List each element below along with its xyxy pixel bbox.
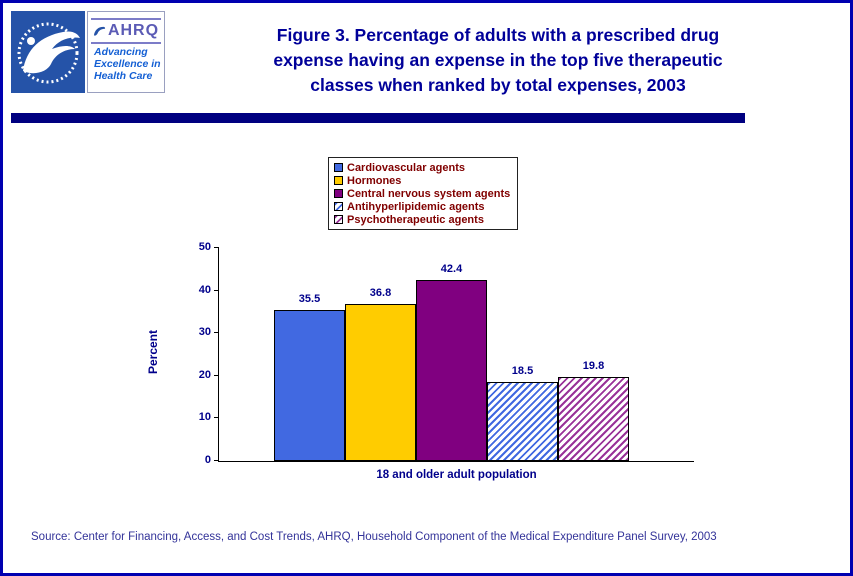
figure-title-line: classes when ranked by total expenses, 2…: [310, 75, 686, 95]
bar-antihyperlipidemic-agents: [487, 382, 558, 461]
legend-item: Antihyperlipidemic agents: [334, 200, 510, 213]
bar-central-nervous-system-agents: [416, 280, 487, 461]
legend-swatch-central-nervous-system-agents: [334, 189, 343, 198]
y-tick-mark: [214, 417, 219, 419]
hhs-logo-icon: [11, 11, 85, 93]
ahrq-acronym: AHRQ: [107, 22, 160, 39]
legend-label: Antihyperlipidemic agents: [347, 200, 485, 213]
y-tick-label: 20: [198, 368, 211, 381]
legend-swatch-antihyperlipidemic-agents: [334, 202, 343, 211]
y-tick-mark: [214, 332, 219, 334]
figure-title-line: Figure 3. Percentage of adults with a pr…: [276, 25, 720, 45]
ahrq-eagle-icon: [93, 26, 106, 36]
hhs-eagle-icon: [17, 22, 80, 84]
title-divider-bar: [11, 113, 745, 123]
y-tick-label: 40: [198, 283, 211, 296]
bar-value-label: 18.5: [511, 365, 534, 378]
x-axis-label: 18 and older adult population: [376, 469, 537, 481]
legend-label: Central nervous system agents: [347, 187, 511, 200]
legend-item: Psychotherapeutic agents: [334, 213, 510, 226]
ahrq-wordmark: AHRQ: [91, 18, 161, 44]
ahrq-logo: AHRQ Advancing Excellence in Health Care: [87, 11, 165, 93]
legend-swatch-psychotherapeutic-agents: [334, 215, 343, 224]
y-tick-mark: [214, 247, 219, 248]
y-tick-mark: [214, 460, 219, 461]
legend-label: Psychotherapeutic agents: [347, 213, 484, 226]
bar-hormones: [345, 304, 416, 461]
legend-item: Cardiovascular agents: [334, 161, 510, 174]
y-tick-label: 50: [198, 241, 211, 253]
y-tick-mark: [214, 289, 219, 291]
figure-title: Figure 3. Percentage of adults with a pr…: [203, 23, 793, 98]
legend-item: Hormones: [334, 174, 510, 187]
y-tick-label: 30: [198, 326, 211, 339]
ahrq-tagline-line: Advancing: [94, 46, 148, 58]
bar-value-label: 19.8: [582, 359, 605, 372]
bar-cardiovascular-agents: [274, 309, 345, 461]
legend-item: Central nervous system agents: [334, 187, 510, 200]
bar-psychotherapeutic-agents: [558, 376, 629, 461]
bar-value-label: 35.5: [298, 292, 321, 305]
legend-label: Hormones: [347, 174, 402, 187]
y-axis-title: Percent: [146, 329, 160, 375]
bar-chart-plot: Percent 18 and older adult population 0 1…: [146, 241, 694, 481]
ahrq-tagline: Advancing Excellence in Health Care: [88, 46, 164, 82]
ahrq-tagline-line: Health Care: [94, 70, 153, 82]
ahrq-tagline-line: Excellence in: [94, 58, 161, 70]
source-note: Source: Center for Financing, Access, an…: [31, 531, 717, 543]
legend-swatch-hormones: [334, 176, 343, 185]
legend-swatch-cardiovascular-agents: [334, 163, 343, 172]
figure-title-line: expense having an expense in the top fiv…: [273, 50, 723, 70]
chart-legend: Cardiovascular agents Hormones Central ner…: [328, 157, 519, 230]
bar-value-label: 42.4: [440, 263, 463, 276]
legend-label: Cardiovascular agents: [347, 161, 465, 174]
y-tick-label: 0: [204, 454, 211, 466]
bar-value-label: 36.8: [369, 287, 392, 300]
y-tick-mark: [214, 374, 219, 376]
y-tick-label: 10: [198, 411, 211, 424]
